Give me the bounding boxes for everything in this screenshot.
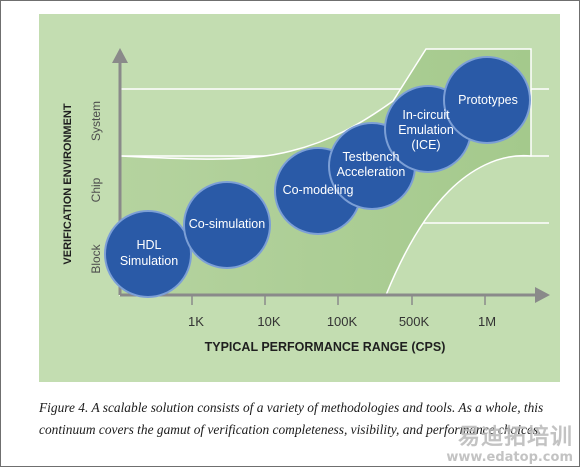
label-co-simulation: Co-simulation — [189, 217, 265, 231]
y-axis-arrow — [112, 48, 128, 63]
x-tick-label-10k: 10K — [257, 314, 280, 329]
label-hdl-line2: Simulation — [120, 254, 178, 268]
circle-co-simulation — [183, 181, 271, 269]
label-ice-line2: Emulation — [398, 123, 454, 137]
label-prototypes: Prototypes — [458, 93, 518, 107]
x-tick-label-100k: 100K — [327, 314, 358, 329]
x-axis-title: TYPICAL PERFORMANCE RANGE (CPS) — [205, 340, 446, 354]
circle-hdl-simulation — [104, 210, 192, 298]
y-tier-label-block: Block — [89, 243, 103, 273]
label-testbench-line1: Testbench — [343, 150, 400, 164]
figure-caption: Figure 4. A scalable solution consists o… — [39, 400, 544, 437]
x-tick-label-1k: 1K — [188, 314, 204, 329]
watermark-url: www.edatop.com — [446, 450, 573, 465]
x-tick-marks — [191, 295, 486, 305]
label-ice-line3: (ICE) — [411, 138, 440, 152]
y-tier-label-system: System — [89, 101, 103, 141]
y-axis-title: VERIFICATION ENVIRONMENT — [62, 103, 74, 264]
verification-diagram: 1K 10K 100K 500K 1M TYPICAL PERFORMANCE … — [39, 14, 560, 382]
x-tick-label-500k: 500K — [399, 314, 430, 329]
label-ice-line1: In-circuit — [402, 108, 450, 122]
x-axis-arrow — [535, 287, 550, 303]
y-tier-label-chip: Chip — [89, 177, 103, 202]
watermark-brand: 易迪拓培训 — [457, 425, 573, 450]
label-hdl-line1: HDL — [136, 238, 161, 252]
label-co-modeling: Co-modeling — [283, 183, 354, 197]
x-tick-label-1m: 1M — [478, 314, 496, 329]
methodology-circles — [104, 56, 531, 298]
circle-prototypes — [443, 56, 531, 144]
label-testbench-line2: Acceleration — [337, 165, 406, 179]
watermark: 易迪拓培训 www.edatop.com — [446, 425, 573, 465]
